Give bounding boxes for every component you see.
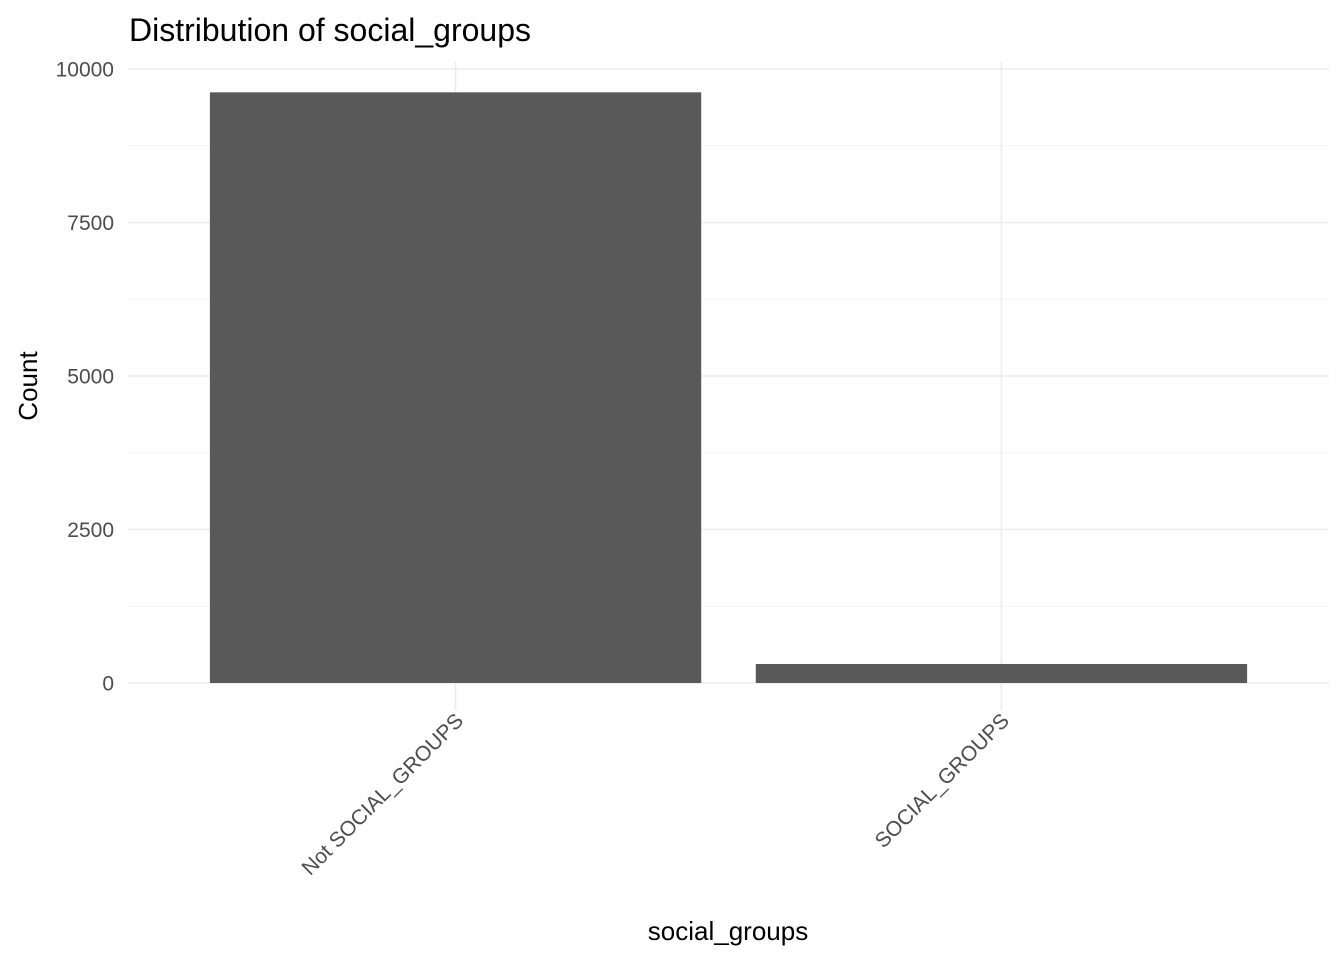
chart-title: Distribution of social_groups [129,12,531,48]
x-tick-label: SOCIAL_GROUPS [871,709,1014,852]
y-tick-label: 5000 [67,366,114,389]
y-axis-title: Count [13,351,43,421]
bar-social-groups [755,663,1248,683]
x-axis-title: social_groups [648,916,808,946]
y-axis-ticks: 0 2500 5000 7500 10000 [56,59,114,696]
y-tick-label: 10000 [56,59,114,82]
y-tick-label: 2500 [67,519,114,542]
x-axis-ticks: Not SOCIAL_GROUPS SOCIAL_GROUPS [298,709,1014,880]
bar-not-social-groups [209,92,702,683]
y-tick-label: 7500 [67,212,114,235]
bars [209,92,1248,683]
x-tick-label: Not SOCIAL_GROUPS [298,709,469,880]
y-tick-label: 0 [102,673,114,696]
